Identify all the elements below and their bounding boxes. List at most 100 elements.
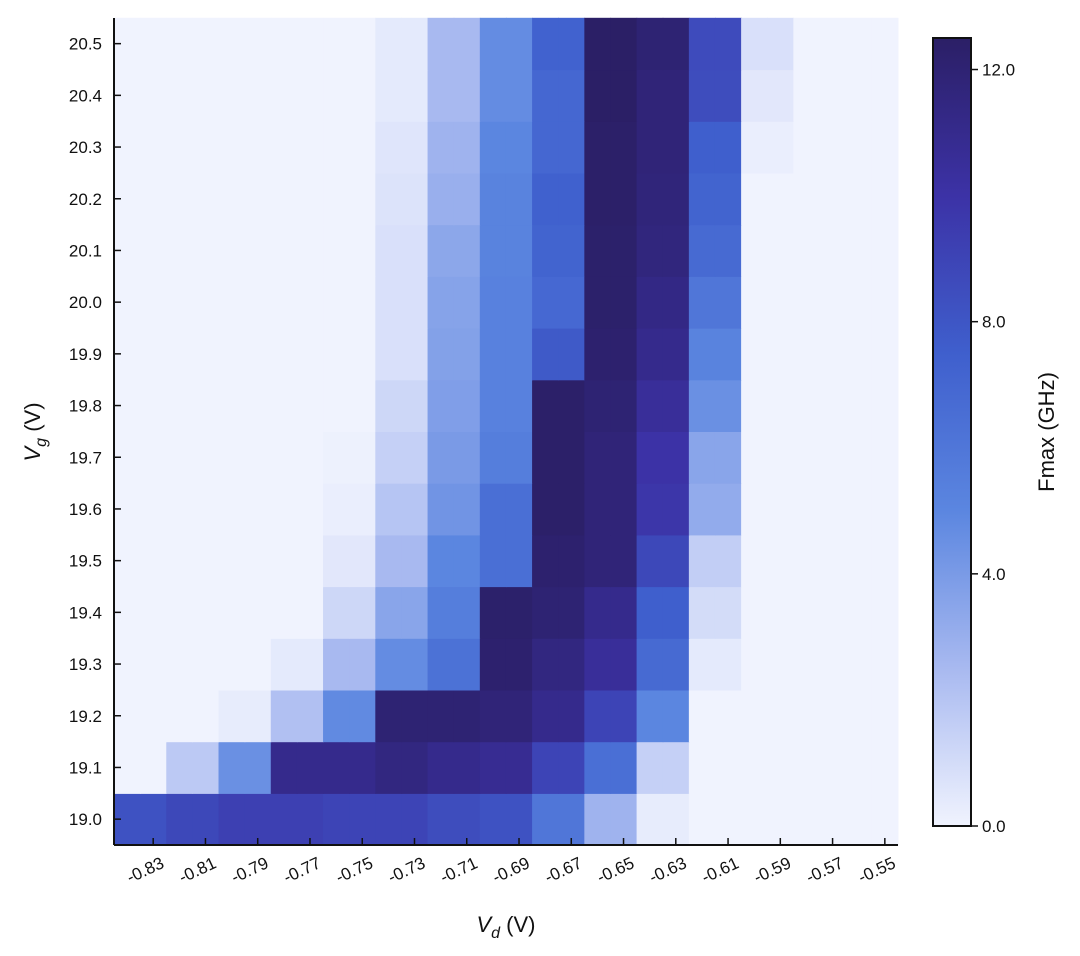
heatmap-cell [532, 69, 559, 122]
y-tick-label: 19.9 [69, 345, 102, 364]
heatmap-cell [819, 793, 847, 846]
heatmap-cell [349, 276, 376, 329]
heatmap-cell [688, 224, 716, 277]
heatmap-cell [453, 741, 481, 794]
heatmap-cell [296, 121, 324, 174]
heatmap-cell [427, 69, 455, 122]
heatmap-cell [610, 172, 638, 226]
heatmap-cell [323, 793, 350, 846]
heatmap-cell [166, 431, 193, 484]
heatmap-cell [532, 379, 559, 432]
heatmap-cell [192, 172, 220, 226]
colorbar-ticks: 0.0 4.0 8.0 12.0 [971, 61, 1015, 836]
heatmap-cell [584, 586, 612, 639]
heatmap-cell [714, 431, 742, 484]
heatmap-cell [192, 379, 220, 432]
heatmap-cell [349, 534, 376, 588]
heatmap-cell [140, 534, 167, 588]
heatmap-cell [871, 17, 899, 71]
heatmap-cell [505, 483, 533, 536]
heatmap-cell [270, 121, 298, 174]
heatmap-cell [140, 483, 167, 536]
heatmap-cell [218, 379, 246, 432]
heatmap-cell [662, 741, 690, 794]
heatmap-cell [584, 431, 612, 484]
heatmap-cell [845, 172, 873, 226]
heatmap-cell [610, 69, 638, 122]
heatmap-cell [349, 172, 376, 226]
heatmap-cell [584, 793, 612, 846]
heatmap-cell [244, 121, 272, 174]
heatmap-cell [296, 69, 324, 122]
heatmap-cell [558, 638, 585, 691]
heatmap-cell [741, 483, 768, 536]
heatmap-cell [192, 17, 220, 71]
heatmap-cell [558, 69, 585, 122]
heatmap-cell [610, 689, 638, 743]
heatmap-cell [427, 689, 455, 743]
y-tick-label: 20.5 [69, 35, 102, 54]
y-tick-label: 19.7 [69, 448, 102, 467]
heatmap-cell [793, 121, 821, 174]
heatmap-cell [166, 586, 193, 639]
heatmap-cell [140, 586, 167, 639]
heatmap-cell [584, 172, 612, 226]
heatmap-cell [192, 276, 220, 329]
heatmap-cell [741, 638, 768, 691]
heatmap-cell [845, 69, 873, 122]
colorbar-tick-label: 0.0 [982, 817, 1006, 836]
y-tick-label: 20.4 [69, 86, 102, 105]
heatmap-cell [741, 534, 768, 588]
colorbar-tick-label: 4.0 [982, 565, 1006, 584]
heatmap-cell [688, 328, 716, 381]
heatmap-cell [479, 586, 507, 639]
heatmap-cell [662, 689, 690, 743]
heatmap-cell [662, 224, 690, 277]
heatmap-cell [375, 793, 403, 846]
heatmap-cell [714, 638, 742, 691]
heatmap-cell [427, 483, 455, 536]
heatmap-cell [479, 379, 507, 432]
heatmap-cell [741, 69, 768, 122]
heatmap-cell [741, 121, 768, 174]
heatmap-cell [192, 69, 220, 122]
heatmap-cell [610, 534, 638, 588]
heatmap-cell [323, 741, 350, 794]
heatmap-cell [349, 431, 376, 484]
x-tick-label: -0.73 [385, 853, 428, 887]
heatmap-cell [584, 17, 612, 71]
y-tick-label: 20.3 [69, 138, 102, 157]
heatmap-cell [871, 534, 899, 588]
heatmap-cell [479, 534, 507, 588]
heatmap-cell [688, 741, 716, 794]
heatmap-cell [636, 534, 664, 588]
y-tick-label: 20.2 [69, 190, 102, 209]
heatmap-cell [401, 17, 429, 71]
heatmap-cell [662, 793, 690, 846]
heatmap-cell [140, 17, 167, 71]
heatmap-cell [323, 121, 350, 174]
heatmap-cell [610, 638, 638, 691]
heatmap-cell [714, 689, 742, 743]
heatmap-cell [270, 17, 298, 71]
heatmap-cell [741, 741, 768, 794]
heatmap-cell [375, 379, 403, 432]
heatmap-cell [375, 431, 403, 484]
heatmap-cell [610, 121, 638, 174]
heatmap-cell [479, 483, 507, 536]
heatmap-cell [662, 379, 690, 432]
y-axis-ticks: 19.0 19.1 19.2 19.3 19.4 19.5 19.6 19.7 19.8 19.9… [69, 35, 121, 829]
heatmap-cell [323, 17, 350, 71]
heatmap-cell [192, 224, 220, 277]
heatmap-cell [479, 793, 507, 846]
heatmap-cell [479, 121, 507, 174]
heatmap-cell [688, 17, 716, 71]
heatmap-cell [140, 69, 167, 122]
x-tick-label: -0.71 [437, 853, 480, 887]
heatmap-cell [714, 172, 742, 226]
heatmap-cells [114, 17, 899, 846]
heatmap-cell [584, 121, 612, 174]
heatmap-cell [741, 17, 768, 71]
heatmap-cell [192, 431, 220, 484]
heatmap-cell [532, 689, 559, 743]
